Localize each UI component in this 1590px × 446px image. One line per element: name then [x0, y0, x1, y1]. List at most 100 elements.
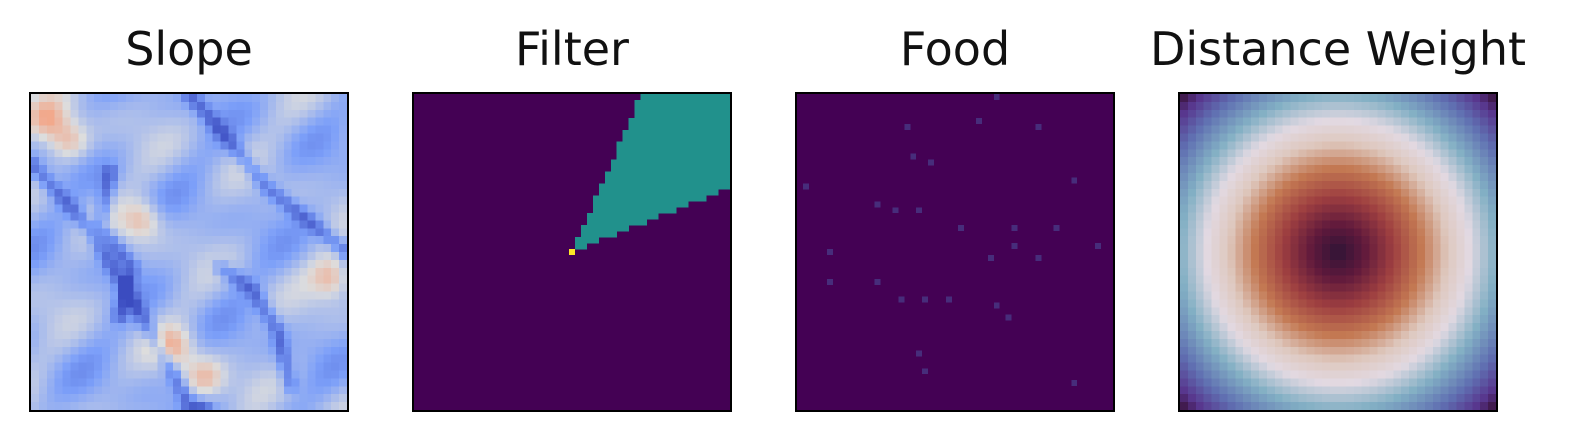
distance-weight-cell — [1219, 157, 1228, 166]
distance-weight-cell — [1432, 117, 1441, 126]
slope-cell — [86, 338, 95, 348]
distance-weight-cell — [1219, 236, 1228, 245]
slope-cell — [323, 378, 332, 387]
filter-wedge-cell — [634, 159, 641, 166]
distance-weight-cell — [1314, 141, 1323, 150]
distance-weight-cell — [1282, 117, 1291, 126]
filter-wedge-cell — [712, 141, 719, 148]
distance-weight-cell — [1282, 378, 1291, 387]
distance-weight-cell — [1227, 323, 1236, 332]
distance-weight-cell — [1219, 362, 1228, 371]
distance-weight-cell — [1203, 291, 1212, 300]
slope-cell — [299, 188, 308, 197]
slope-cell — [236, 220, 245, 229]
slope-cell — [260, 236, 269, 245]
distance-weight-cell — [1235, 157, 1244, 166]
filter-wedge-cell — [640, 117, 647, 125]
distance-weight-cell — [1472, 291, 1481, 300]
distance-weight-cell — [1385, 323, 1394, 332]
filter-wedge-cell — [712, 99, 719, 107]
distance-weight-cell — [1369, 338, 1378, 348]
slope-cell — [228, 188, 237, 197]
slope-cell — [212, 354, 221, 363]
distance-weight-cell — [1401, 291, 1410, 300]
distance-weight-cell — [1266, 125, 1276, 134]
slope-cell — [125, 125, 134, 134]
distance-weight-cell — [1243, 236, 1252, 245]
filter-wedge-cell — [622, 207, 629, 214]
slope-cell — [54, 315, 63, 324]
filter-wedge-cell — [646, 201, 653, 208]
filter-wedge-cell — [616, 213, 623, 220]
slope-cell — [252, 188, 261, 197]
slope-cell — [165, 212, 174, 221]
slope-cell — [94, 259, 103, 269]
slope-cell — [117, 267, 127, 276]
distance-weight-cell — [1393, 149, 1402, 158]
filter-wedge-cell — [700, 141, 707, 148]
distance-weight-cell — [1259, 228, 1268, 237]
distance-weight-cell — [1235, 338, 1244, 348]
slope-cell — [323, 386, 332, 395]
food-cell — [874, 278, 881, 285]
distance-weight-cell — [1251, 94, 1260, 103]
slope-cell — [236, 133, 245, 142]
filter-wedge-cell — [676, 165, 683, 172]
distance-weight-cell — [1401, 196, 1410, 205]
slope-cell — [62, 394, 71, 403]
slope-cell — [46, 173, 55, 182]
distance-weight-cell — [1298, 94, 1307, 103]
distance-weight-cell — [1211, 157, 1220, 166]
slope-cell — [228, 378, 237, 387]
distance-weight-cell — [1251, 125, 1260, 134]
slope-cell — [165, 125, 174, 134]
slope-cell — [323, 157, 332, 166]
slope-cell — [31, 354, 40, 363]
distance-weight-cell — [1180, 275, 1189, 284]
distance-weight-cell — [1298, 173, 1307, 182]
slope-cell — [78, 141, 87, 150]
slope-cell — [268, 315, 277, 324]
slope-cell — [283, 196, 292, 205]
slope-cell — [86, 196, 95, 205]
filter-wedge-cell — [712, 183, 719, 190]
slope-cell — [196, 188, 206, 197]
slope-cell — [323, 299, 332, 308]
distance-weight-cell — [1251, 188, 1260, 197]
filter-wedge-cell — [682, 165, 689, 172]
slope-cell — [212, 228, 221, 237]
filter-wedge-cell — [586, 225, 594, 232]
distance-weight-cell — [1361, 252, 1370, 261]
distance-weight-cell — [1235, 354, 1244, 363]
distance-weight-cell — [1290, 149, 1299, 158]
slope-cell — [94, 141, 103, 150]
slope-cell — [165, 315, 174, 324]
slope-cell — [260, 346, 269, 355]
distance-weight-cell — [1401, 180, 1410, 190]
distance-weight-cell — [1180, 402, 1189, 410]
slope-cell — [307, 180, 316, 190]
distance-weight-cell — [1448, 212, 1457, 221]
distance-weight-cell — [1393, 299, 1402, 308]
slope-cell — [339, 323, 347, 332]
distance-weight-cell — [1259, 378, 1268, 387]
slope-cell — [339, 228, 347, 237]
distance-weight-cell — [1464, 220, 1473, 229]
distance-weight-cell — [1338, 94, 1347, 103]
slope-cell — [102, 94, 111, 103]
slope-cell — [260, 244, 269, 253]
filter-wedge-cell — [670, 99, 677, 107]
distance-weight-cell — [1180, 299, 1189, 308]
distance-weight-cell — [1251, 212, 1260, 221]
filter-wedge-cell — [700, 94, 707, 101]
distance-weight-cell — [1322, 180, 1331, 190]
distance-weight-cell — [1290, 101, 1299, 111]
filter-wedge-cell — [604, 231, 612, 238]
distance-weight-cell — [1251, 307, 1260, 316]
slope-cell — [165, 188, 174, 197]
slope-cell — [173, 125, 182, 134]
slope-cell — [157, 394, 166, 403]
distance-weight-cell — [1361, 228, 1370, 237]
slope-cell — [339, 331, 347, 340]
distance-weight-cell — [1195, 307, 1204, 316]
